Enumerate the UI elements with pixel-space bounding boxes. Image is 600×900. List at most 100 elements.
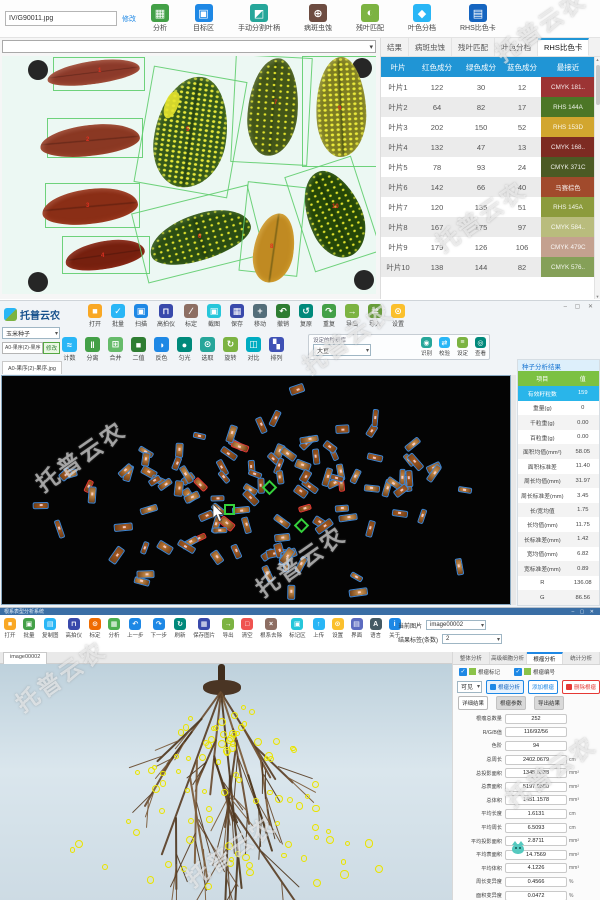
- seed-canvas-scrollbar[interactable]: [511, 375, 516, 605]
- field-value-input[interactable]: 6.5093: [505, 822, 567, 833]
- import-button[interactable]: ⇄ 导入: [368, 304, 383, 328]
- seed-result-row[interactable]: R 136.08: [518, 575, 599, 591]
- seed-result-row[interactable]: 有效籽粒数 159: [518, 386, 599, 401]
- seed-result-row[interactable]: 宽均值(mm) 6.82: [518, 546, 599, 562]
- sample-type-select[interactable]: 玉米种子: [2, 327, 60, 339]
- broken-leaf-match-button[interactable]: ◐ 残叶匹配: [356, 4, 384, 33]
- refresh-button[interactable]: ↻ 刷新: [174, 618, 187, 639]
- arrange-button[interactable]: ▚ 排列: [269, 337, 284, 362]
- seed-result-row[interactable]: 宽标准差(mm) 0.89: [518, 561, 599, 576]
- mark-region-button[interactable]: ▣ 标记区: [289, 618, 306, 639]
- lesion-pest-button[interactable]: ⊕ 病斑虫蚀: [304, 4, 332, 33]
- field-value-input[interactable]: 2.8711: [505, 836, 567, 847]
- window-controls[interactable]: – ▢ ✕: [563, 304, 596, 310]
- leaf-scan-image[interactable]: 1 2 3 4 5 6 7 8 9 10: [2, 56, 376, 294]
- table-row[interactable]: 叶片2 64 82 17 RHS 144A: [381, 97, 595, 117]
- nodule-analyze-button[interactable]: 根瘤分析: [486, 679, 525, 694]
- settings-button[interactable]: ⊙ 设置: [391, 304, 406, 328]
- root-remove-button[interactable]: × 根系去除: [260, 618, 282, 639]
- seed-image-tab[interactable]: A0-果序(2)-果序.jpg: [2, 361, 62, 374]
- leaf-combobox[interactable]: ▾: [2, 40, 376, 53]
- analyze-button[interactable]: ▦ 分析: [151, 4, 169, 33]
- calibrate-button[interactable]: ⊙ 标定: [89, 618, 102, 639]
- nodule-params-button[interactable]: 根瘤参数: [496, 695, 527, 710]
- table-row[interactable]: 叶片4 132 47 13 CMYK 168..: [381, 137, 595, 157]
- open-button[interactable]: ■ 打开: [88, 304, 102, 328]
- even-light-button[interactable]: ● 匀光: [177, 337, 192, 362]
- scan-button[interactable]: ▣ 扫描: [134, 304, 148, 328]
- table-row[interactable]: 叶片10 138 144 82 CMYK 576..: [381, 257, 595, 277]
- settings-button[interactable]: ⊙ 设置: [331, 618, 344, 639]
- result-count-select[interactable]: 2: [442, 634, 502, 644]
- batch-button[interactable]: ▣ 批量: [23, 618, 35, 639]
- move-button[interactable]: + 移动: [253, 304, 268, 328]
- doc-camera-button[interactable]: ⊓ 高拍仪: [157, 304, 175, 328]
- scroll-up-icon[interactable]: ▲: [595, 57, 600, 62]
- field-value-input[interactable]: 94: [505, 740, 567, 751]
- scroll-down-icon[interactable]: ▼: [595, 294, 600, 299]
- tab-叶色分档[interactable]: 叶色分档: [495, 38, 538, 56]
- table-row[interactable]: 叶片3 202 150 52 RHS 153D: [381, 117, 595, 137]
- field-value-input[interactable]: 14.7569: [505, 849, 567, 860]
- field-value-input[interactable]: 1345.8338: [505, 768, 567, 779]
- analyze-button[interactable]: ▦ 分析: [108, 618, 121, 639]
- seed-result-row[interactable]: 千粒重(g) 0.00: [518, 415, 599, 430]
- seed-result-row[interactable]: 周长均值(mm) 31.97: [518, 473, 599, 489]
- seed-result-row[interactable]: 面积标准差 11.40: [518, 459, 599, 474]
- seed-result-row[interactable]: 周长标准差(mm) 3.45: [518, 488, 599, 503]
- seed-result-row[interactable]: 长均值(mm) 11.75: [518, 517, 599, 533]
- manual-petiole-split-button[interactable]: ◩ 手动分割叶柄: [238, 4, 280, 33]
- field-value-input[interactable]: 0.4566: [505, 876, 567, 887]
- detail-result-button[interactable]: 详细结果: [458, 695, 489, 710]
- save-image-button[interactable]: ▦ 保存图片: [193, 618, 215, 639]
- undo-button[interactable]: ↶ 撤销: [276, 304, 291, 328]
- prev-step-button[interactable]: ↶ 上一步: [127, 618, 144, 639]
- filename-input[interactable]: [5, 11, 117, 26]
- library-select[interactable]: 大豆: [313, 344, 371, 356]
- target-area-button[interactable]: ▣ 目标区: [193, 4, 214, 33]
- seed-result-row[interactable]: 百粒重(g) 0.00: [518, 429, 599, 445]
- tab-整体分析[interactable]: 整体分析: [453, 652, 490, 664]
- field-value-input[interactable]: 5197.9580: [505, 781, 567, 792]
- current-image-select[interactable]: image00002: [426, 620, 487, 630]
- tab-RHS比色卡[interactable]: RHS比色卡: [538, 38, 590, 56]
- tab-高级细胞分析[interactable]: 高级细胞分析: [490, 652, 527, 664]
- calibrate-button[interactable]: ∕ 标定: [184, 304, 199, 328]
- next-step-button[interactable]: ↷ 下一步: [151, 618, 167, 639]
- interface-button[interactable]: ▤ 界面: [350, 618, 363, 639]
- recognize-button[interactable]: ◉ 识别: [420, 337, 432, 357]
- seed-result-row[interactable]: 面积均值(mm²) 58.05: [518, 444, 599, 460]
- clear-button[interactable]: □ 清空: [241, 618, 254, 639]
- checkbox-根瘤标记[interactable]: ✓ 根瘤标记: [459, 667, 500, 676]
- field-value-input[interactable]: 252: [505, 713, 567, 724]
- view-button[interactable]: ◎ 查看: [474, 337, 486, 357]
- language-button[interactable]: A 语言: [369, 618, 382, 639]
- rhs-color-card-button[interactable]: ▤ RHS比色卡: [460, 4, 496, 33]
- export-button[interactable]: → 导出: [222, 618, 235, 639]
- modify-sample-button[interactable]: 修改: [42, 342, 60, 354]
- invert-button[interactable]: ◑ 反色: [154, 337, 169, 362]
- window-controls[interactable]: – ▢ ✕: [571, 608, 596, 615]
- save-button[interactable]: ▦ 保存: [230, 304, 245, 328]
- tab-统计分析[interactable]: 统计分析: [563, 652, 600, 664]
- tab-根瘤分析[interactable]: 根瘤分析: [526, 652, 564, 664]
- binarize-button[interactable]: ■ 二值: [131, 337, 146, 362]
- select-button[interactable]: ⊙ 选取: [200, 337, 215, 362]
- open-button[interactable]: ■ 打开: [4, 618, 16, 639]
- field-value-input[interactable]: 1451.1578: [505, 795, 567, 806]
- checkbox-checked-icon[interactable]: ✓: [514, 667, 523, 676]
- upload-button[interactable]: ↑ 上传: [312, 618, 325, 639]
- seed-result-row[interactable]: 重量(g) 0: [518, 400, 599, 416]
- verify-button[interactable]: ⇄ 校验: [438, 337, 450, 357]
- doc-camera-button[interactable]: ⊓ 高拍仪: [66, 618, 82, 639]
- field-value-input[interactable]: 116/92/56: [505, 727, 567, 738]
- table-row[interactable]: 叶片7 120 135 51 RHS 145A: [381, 197, 595, 217]
- leaf-color-grade-button[interactable]: ◆ 叶色分档: [408, 4, 436, 33]
- configure-button[interactable]: ≡ 设定: [456, 337, 468, 357]
- field-value-input[interactable]: 2402.0679: [505, 754, 567, 765]
- root-scan-image[interactable]: [0, 664, 452, 900]
- scrollbar-thumb[interactable]: [596, 65, 600, 105]
- tab-病斑虫蚀[interactable]: 病斑虫蚀: [409, 38, 452, 56]
- export-button[interactable]: → 导出: [345, 304, 360, 328]
- copy-image-button[interactable]: ▤ 复制图: [42, 618, 59, 639]
